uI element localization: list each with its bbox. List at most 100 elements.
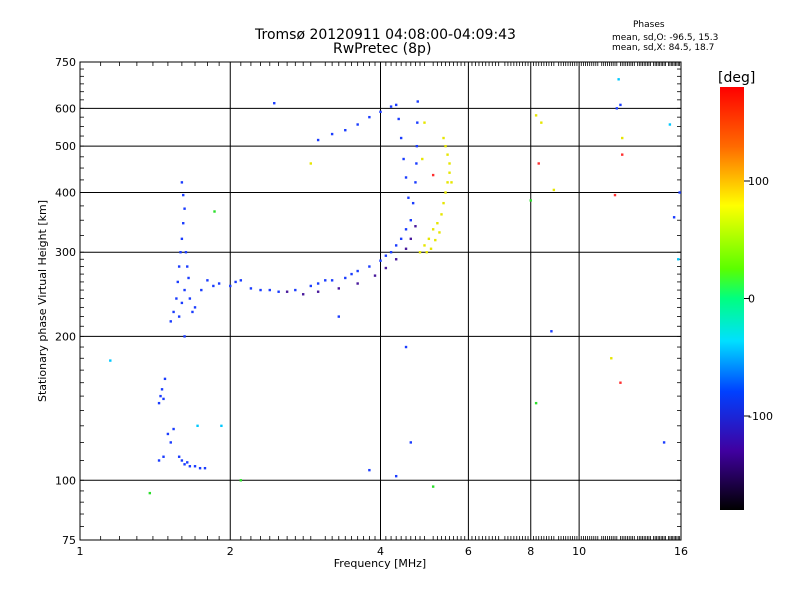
data-point: [188, 465, 192, 468]
data-point: [324, 279, 327, 282]
data-point: [186, 461, 189, 464]
colorbar-tick-label: 100: [748, 175, 769, 188]
data-point: [409, 441, 412, 444]
chart-title: Tromsø 20120911 04:08:00-04:09:43: [255, 27, 516, 43]
data-point: [448, 171, 451, 174]
data-point: [356, 123, 359, 126]
data-point: [182, 222, 185, 225]
data-point: [404, 345, 408, 349]
data-point: [429, 247, 433, 250]
data-point: [416, 100, 419, 103]
data-point: [330, 279, 334, 282]
data-point: [259, 288, 262, 292]
x-axis-label: Frequency [MHz]: [334, 557, 426, 570]
data-point: [285, 290, 289, 293]
data-point: [613, 193, 617, 197]
y-tick-label: 200: [55, 330, 76, 343]
colorbar-label: [deg]: [718, 70, 756, 86]
phases-stats-x: mean, sd,X: 84.5, 18.7: [612, 43, 715, 53]
data-point: [540, 121, 543, 124]
data-point: [434, 238, 437, 242]
data-point: [672, 216, 676, 219]
data-point: [394, 474, 398, 478]
data-point: [414, 225, 417, 228]
data-point: [662, 441, 666, 444]
data-point: [534, 114, 538, 117]
data-point: [200, 288, 203, 292]
data-point: [384, 266, 388, 270]
data-point: [180, 301, 184, 305]
chart-subtitle: RwPretec (8p): [333, 41, 432, 57]
data-point: [176, 280, 179, 284]
data-point: [404, 228, 408, 231]
data-point: [389, 251, 393, 254]
data-point: [617, 78, 620, 81]
x-tick-label: 6: [465, 545, 472, 558]
data-point: [368, 115, 371, 119]
data-point: [180, 237, 184, 241]
data-point: [268, 288, 271, 292]
data-point: [184, 251, 188, 254]
data-point: [175, 297, 178, 300]
data-point: [187, 276, 190, 280]
data-point: [356, 269, 359, 273]
data-point: [668, 123, 672, 126]
data-point: [411, 201, 415, 205]
data-point: [180, 459, 184, 462]
colorbar-tick-label: -100: [748, 410, 773, 423]
data-point: [427, 237, 431, 241]
colorbar-tick-label: 0: [748, 293, 755, 306]
data-point: [431, 173, 435, 177]
data-point: [415, 144, 419, 148]
data-point: [330, 132, 334, 136]
data-point: [610, 357, 613, 360]
data-point: [394, 103, 398, 107]
data-point: [183, 288, 186, 292]
phases-stats-o: mean, sd,O: -96.5, 15.3: [612, 33, 719, 43]
data-point: [182, 193, 185, 197]
data-point: [615, 107, 619, 110]
data-point: [409, 219, 412, 222]
data-point: [316, 282, 320, 285]
data-point: [379, 259, 382, 262]
data-point: [442, 201, 445, 205]
data-point: [157, 401, 161, 405]
data-point: [309, 284, 312, 288]
data-point: [309, 162, 312, 165]
y-axis-label: Stationary phase Virtual Height [km]: [36, 200, 49, 402]
grid-lines: [80, 62, 681, 540]
data-point: [399, 237, 403, 241]
data-point: [172, 427, 175, 431]
data-point: [529, 199, 532, 202]
data-point: [444, 144, 447, 148]
data-point: [423, 121, 426, 124]
data-point: [109, 359, 112, 362]
data-point: [421, 157, 424, 161]
data-point: [188, 297, 192, 300]
data-point: [552, 188, 556, 192]
x-tick-label: 10: [572, 545, 586, 558]
data-point: [414, 181, 417, 184]
data-point: [619, 381, 622, 384]
y-tick-label: 600: [55, 102, 76, 115]
data-point: [621, 136, 624, 140]
data-point: [394, 258, 398, 261]
x-tick-label: 8: [527, 545, 534, 558]
data-point: [213, 210, 216, 213]
data-point: [193, 306, 197, 309]
data-point: [436, 222, 439, 225]
data-point: [446, 153, 449, 156]
data-point: [404, 176, 408, 179]
data-point: [179, 251, 182, 254]
data-point: [193, 465, 197, 468]
data-point: [294, 288, 297, 292]
data-point: [229, 284, 232, 288]
data-point: [344, 128, 347, 132]
data-point: [186, 265, 189, 268]
data-point: [162, 455, 165, 458]
data-point: [316, 290, 320, 293]
data-point: [438, 231, 441, 234]
data-point: [177, 315, 181, 318]
data-point: [409, 237, 412, 241]
